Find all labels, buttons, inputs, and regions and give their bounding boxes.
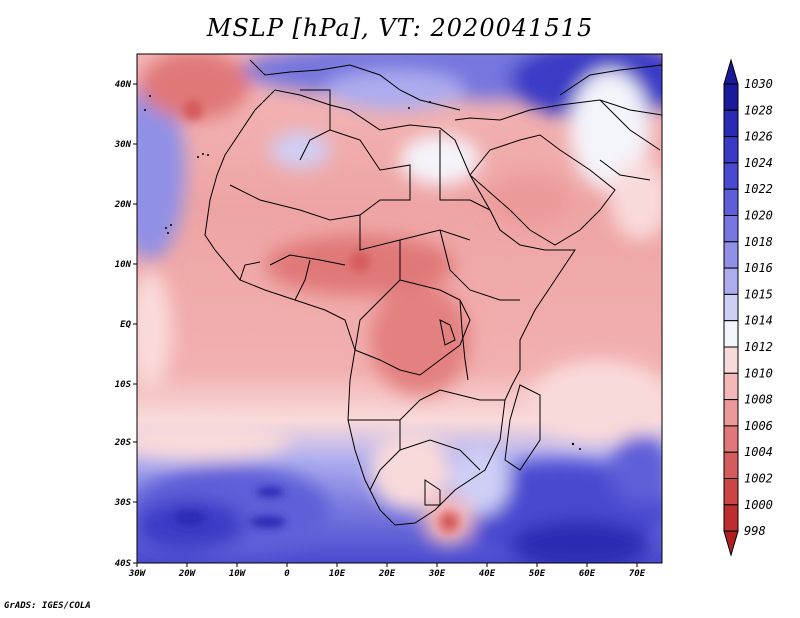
lon-tick-label: 20E (378, 569, 396, 579)
colorbar-swatch (723, 451, 739, 480)
lon-tick-label: 10E (329, 569, 346, 579)
colorbar-swatch (723, 136, 739, 164)
colorbar-swatch (723, 241, 739, 269)
lon-tick-label: 30E (428, 569, 446, 579)
lat-tick-label: 40S (115, 559, 132, 569)
colorbar-swatch (723, 162, 739, 190)
colorbar-label: 1010 (744, 366, 773, 380)
lon-tick-label: 50E (529, 569, 546, 579)
lat-tick-label: 10S (115, 380, 132, 390)
islands (144, 95, 581, 450)
colorbar: 1030 1028 1026 1024 1022 1020 1018 1016 1015 1014… (723, 58, 773, 557)
map-title: MSLP [hPa], VT: 2020041515 (206, 14, 594, 42)
colorbar-label: 1004 (744, 445, 773, 459)
colorbar-label: 1015 (744, 287, 773, 301)
colorbar-bottom-arrow (723, 530, 739, 557)
colorbar-label: 1022 (744, 182, 773, 196)
colorbar-swatch (723, 83, 739, 111)
lat-tick-label: EQ (120, 320, 131, 330)
colorbar-label: 1000 (744, 498, 773, 512)
lon-tick-label: 0 (284, 569, 290, 579)
colorbar-swatch (723, 188, 739, 216)
colorbar-swatch (723, 215, 739, 243)
lon-tick-label: 60E (579, 569, 596, 579)
grads-credit: GrADS: IGES/COLA (4, 601, 91, 611)
colorbar-swatch (723, 267, 739, 295)
colorbar-swatch (723, 346, 739, 374)
map-frame (136, 53, 663, 564)
colorbar-label: 1008 (744, 393, 773, 407)
colorbar-swatch (723, 504, 739, 532)
lat-tick-label: 30S (114, 498, 132, 508)
pressure-shading (137, 54, 662, 563)
colorbar-swatch (723, 320, 739, 348)
colorbar-label: 1002 (744, 472, 773, 486)
lon-tick-label: 40E (479, 569, 496, 579)
lat-tick-label: 20N (114, 200, 132, 210)
lat-tick-label: 10N (115, 260, 132, 270)
coastlines (204, 59, 662, 526)
colorbar-label: 1018 (744, 235, 773, 249)
lat-tick-label: 30N (114, 140, 132, 150)
lon-tick-label: 30W (128, 569, 147, 579)
colorbar-label: 998 (744, 524, 766, 538)
colorbar-swatch (723, 399, 739, 427)
lat-tick-label: 40N (115, 80, 132, 90)
lon-tick-label: 70E (629, 569, 646, 579)
colorbar-label: 1028 (744, 103, 773, 117)
colorbar-swatch (723, 478, 739, 506)
colorbar-label: 1026 (744, 130, 773, 144)
colorbar-swatch (723, 293, 739, 322)
lat-tick-label: 20S (114, 438, 132, 448)
colorbar-swatch (723, 372, 739, 401)
colorbar-swatch (723, 109, 739, 138)
colorbar-swatch (723, 425, 739, 453)
map-axes: 30W 20W 10W 0 10E 20E 30E 40E 50E 60E 70E 40N 30N 20N… (114, 80, 646, 579)
colorbar-label: 1006 (744, 419, 773, 433)
lon-tick-label: 10W (229, 569, 247, 579)
lon-tick-label: 20W (178, 569, 197, 579)
colorbar-label: 1016 (744, 261, 773, 275)
colorbar-label: 1014 (744, 314, 773, 328)
colorbar-label: 1020 (744, 209, 773, 223)
colorbar-top-arrow (723, 58, 739, 85)
colorbar-label: 1024 (744, 156, 773, 170)
colorbar-label: 1030 (744, 77, 773, 91)
colorbar-label: 1012 (744, 340, 773, 354)
